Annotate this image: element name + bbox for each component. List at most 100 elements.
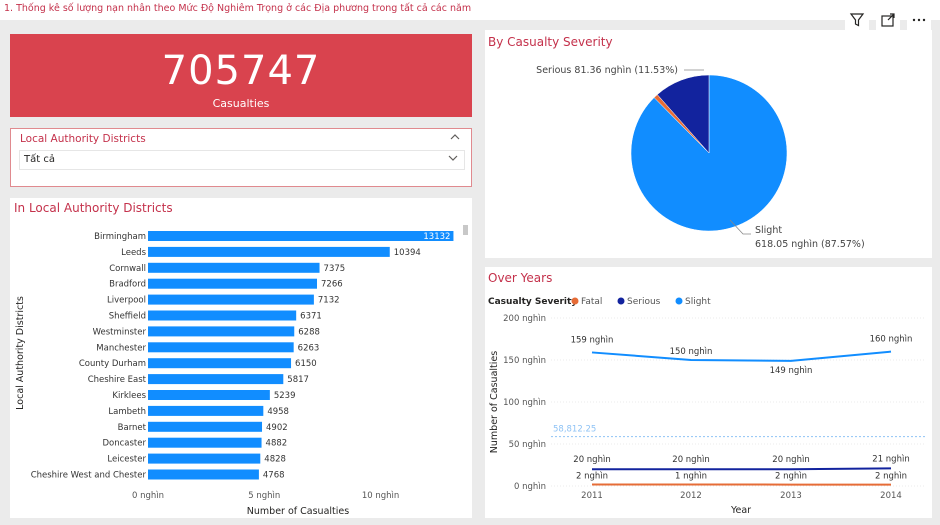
line-chart-panel[interactable]: Over Years Casualty Severity Fatal Serious… [485,267,932,518]
bar [148,294,314,305]
bar-data-label: 4958 [267,407,289,417]
bar-category-label: County Durham [79,359,146,369]
bar [148,437,262,448]
data-label: 149 nghìn [770,366,813,376]
focus-mode-icon[interactable] [876,8,900,32]
bar-category-label: Liverpool [107,296,146,306]
bar-data-label: 10394 [394,248,421,258]
bar-chart-title: In Local Authority Districts [14,201,173,215]
y-tick-label: 0 nghìn [514,482,546,492]
bar-data-label: 7375 [324,264,346,274]
bar [148,469,259,480]
data-label: 1 nghìn [675,472,707,482]
pie-chart: Serious 81.36 nghìn (11.53%) Slight 618.05… [536,65,865,250]
bar-category-label: Kirklees [112,391,146,401]
data-label: 2 nghìn [775,472,807,482]
bar-category-label: Cheshire West and Chester [31,471,147,481]
bar-category-label: Leeds [121,248,146,258]
bar-data-label: 5817 [287,375,309,385]
bar [148,231,454,241]
y-tick-label: 50 nghìn [509,440,546,450]
bar-chart-panel[interactable]: In Local Authority Districts Birmingham 1… [10,198,472,518]
series-line-serious [592,467,892,471]
y-axis-title: Number of Casualties [489,351,500,453]
bar-category-label: Manchester [96,343,146,353]
pie-leader-line [729,219,751,235]
bar-category-label: Leicester [107,455,146,465]
slicer-title: Local Authority Districts [20,133,146,145]
data-label: 159 nghìn [571,335,614,345]
data-label: 2 nghìn [576,471,608,481]
kpi-label: Casualties [212,97,270,110]
district-slicer: Local Authority Districts Tất cả [10,128,472,187]
bar [148,374,284,385]
pie-slice [656,74,710,154]
bar-data-label: 6371 [300,312,322,322]
x-axis-title: Year [730,505,751,516]
y-tick-label: 200 nghìn [503,314,546,324]
chevron-down-icon[interactable] [447,152,459,167]
x-tick-label: 2013 [780,491,802,501]
data-label: 20 nghìn [772,455,809,465]
bar-category-label: Barnet [118,423,147,433]
filter-icon[interactable] [845,8,869,32]
bar-data-label: 7266 [321,280,343,290]
pie-label-slight-value: 618.05 nghìn (87.57%) [755,239,865,250]
data-label: 2 nghìn [875,472,907,482]
data-label: 20 nghìn [672,455,709,465]
bar-data-label: 13132 [423,232,450,242]
bar-category-label: Sheffield [109,312,146,322]
pie-chart-title: By Casualty Severity [488,35,613,49]
pie-chart-panel[interactable]: By Casualty Severity Serious 81.36 nghìn… [485,30,932,258]
bar-data-label: 4882 [266,439,288,449]
bar-category-label: Cheshire East [88,375,147,385]
x-tick-label: 0 nghìn [132,491,164,501]
bar-chart: Birmingham 13132 Leeds 10394 Cornwall 7375 Bra… [15,225,468,517]
bar-data-label: 6150 [295,359,317,369]
pie-label-slight: Slight [755,225,782,236]
y-axis-title: Local Authority Districts [15,296,26,410]
bar-data-label: 6288 [298,327,320,337]
slicer-dropdown[interactable]: Tất cả [19,150,465,170]
bar-category-label: Cornwall [109,264,146,274]
bar-category-label: Doncaster [102,439,146,449]
bar-data-label: 4828 [264,455,286,465]
y-tick-label: 150 nghìn [503,356,546,366]
bar [148,246,390,257]
x-tick-label: 5 nghìn [248,491,280,501]
data-label: 150 nghìn [670,347,713,357]
pie-label-serious: Serious 81.36 nghìn (11.53%) [536,65,678,76]
series-line-slight [591,350,892,362]
slicer-selected-value: Tất cả [24,154,55,165]
bar-data-label: 5239 [274,391,296,401]
y-tick-label: 100 nghìn [503,398,546,408]
bar [148,390,270,400]
bar [148,358,292,369]
x-tick-label: 2012 [680,491,702,501]
data-label: 160 nghìn [870,335,913,345]
bar-category-label: Birmingham [94,232,146,242]
line-chart: Casualty Severity Fatal Serious Slight 0 ngh… [488,297,925,516]
page-title: 1. Thống kê số lượng nạn nhân theo Mức Đ… [4,3,472,14]
bar [148,342,294,353]
bar [148,278,318,289]
x-tick-label: 2014 [880,491,902,501]
more-options-icon[interactable] [907,8,931,32]
bar-category-label: Lambeth [108,407,146,417]
x-tick-label: 2011 [581,491,603,501]
legend-item: Fatal [581,297,602,307]
bar-category-label: Bradford [109,280,146,290]
legend-marker [571,297,579,305]
bar [148,262,320,273]
legend-item: Slight [685,297,711,307]
average-line-label: 58,812.25 [553,425,596,435]
legend-title: Casualty Severity [488,297,577,307]
bar [148,326,295,337]
casualties-kpi-card[interactable]: 705747 Casualties [10,34,472,117]
chevron-up-icon[interactable] [449,131,461,146]
bar [148,405,264,416]
report-header: 1. Thống kê số lượng nạn nhân theo Mức Đ… [0,0,940,20]
bar [148,310,297,321]
legend-marker [617,297,625,305]
bar-category-label: Westminster [93,327,147,337]
